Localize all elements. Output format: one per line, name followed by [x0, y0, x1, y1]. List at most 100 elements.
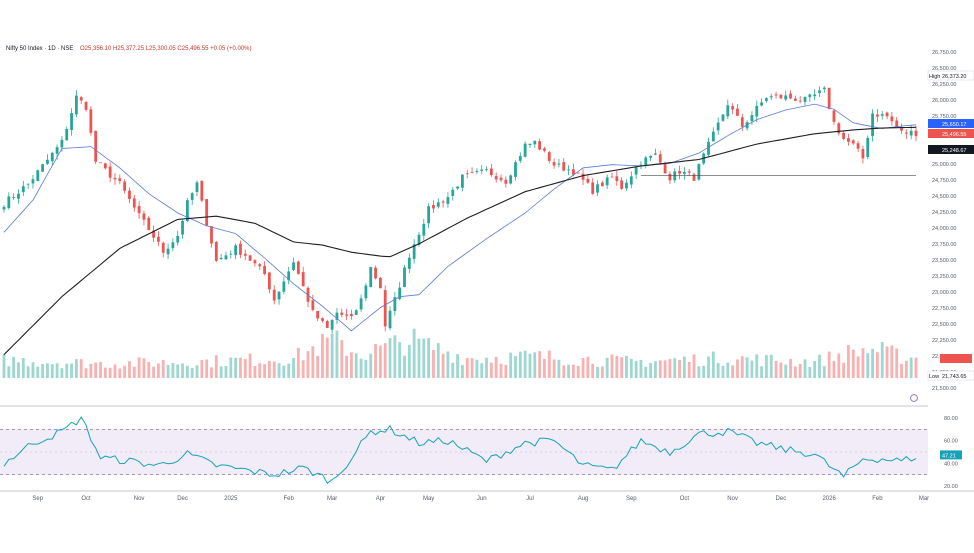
candle-body — [161, 242, 165, 253]
candle-body — [335, 312, 339, 320]
volume-bar — [89, 363, 93, 378]
volume-bar — [103, 367, 107, 378]
volume-bar — [74, 359, 78, 378]
candle-body — [229, 253, 233, 255]
candle-body — [562, 162, 566, 171]
candle-body — [287, 271, 291, 281]
candle-body — [576, 172, 580, 174]
volume-bar — [2, 354, 6, 378]
candle-body — [818, 90, 821, 94]
candle-body — [176, 235, 180, 243]
candle-body — [822, 87, 826, 90]
volume-bar — [369, 353, 373, 378]
volume-bar — [185, 365, 189, 378]
volume-bar — [441, 353, 445, 378]
volume-bar — [330, 333, 334, 378]
volume-bar — [697, 366, 701, 378]
candle-body — [359, 298, 363, 310]
volume-bar — [456, 354, 459, 378]
candle-body — [813, 94, 817, 97]
volume-bar — [765, 355, 768, 378]
candle-body — [856, 143, 860, 149]
candle-body — [272, 289, 276, 301]
price-tick-label: 25,750.00 — [932, 114, 956, 120]
candle-body — [263, 265, 266, 275]
candle-body — [166, 248, 170, 255]
volume-bar — [229, 357, 233, 378]
volume-bar — [248, 353, 252, 378]
time-tick-label: Nov — [727, 496, 738, 502]
candle-body — [422, 223, 426, 236]
volume-bar — [818, 354, 821, 378]
volume-bar — [586, 356, 590, 378]
volume-bar — [813, 360, 817, 378]
candle-body — [321, 318, 324, 321]
volume-bar — [875, 352, 879, 378]
candle-body — [398, 287, 402, 300]
time-axis: Sep Oct Nov Dec 2025 Feb Mar Apr May Jun Jul Aug Sep… — [32, 496, 929, 502]
volume-bar — [644, 366, 648, 378]
time-tick-label: 2026 — [822, 496, 836, 502]
candle-body — [243, 253, 247, 256]
time-tick-label: Oct — [680, 496, 690, 502]
volume-bar — [325, 337, 329, 378]
volume-bar — [576, 365, 580, 378]
volume-bar — [70, 363, 73, 378]
candle-body — [851, 140, 855, 144]
rsi-band — [0, 429, 928, 475]
candle-body — [451, 189, 455, 196]
volume-bar — [340, 340, 344, 378]
volume-bar — [306, 351, 310, 378]
volume-bar — [321, 333, 324, 378]
candle-body — [2, 206, 6, 210]
volume-bar — [615, 355, 619, 378]
candle-body — [716, 122, 720, 131]
volume-bar — [94, 362, 98, 378]
volume-bar — [880, 342, 884, 378]
volume-bar — [890, 345, 894, 378]
candle-body — [296, 261, 300, 274]
candle-body — [181, 220, 184, 235]
price-tags: High 26,373.20 25,650.17 25,496.55 25,248.67… — [910, 70, 974, 460]
candle-body — [470, 172, 474, 173]
price-tick-label: 26,250.00 — [932, 82, 956, 88]
candle-body — [108, 166, 112, 178]
candle-body — [292, 262, 295, 270]
candle-body — [842, 132, 846, 139]
candle-body — [84, 101, 88, 110]
candle-body — [427, 206, 431, 224]
candle-body — [861, 148, 865, 159]
candle-body — [99, 162, 102, 164]
volume-bar — [581, 357, 585, 378]
candle-body — [234, 245, 238, 256]
volume-bar — [465, 357, 469, 378]
price-tag-box — [927, 70, 974, 81]
candle-body — [354, 310, 358, 315]
volume-bar — [861, 348, 865, 378]
volume-bar — [793, 366, 797, 378]
volume-bar — [282, 365, 286, 378]
volume-bar — [567, 364, 570, 378]
volume-bar — [142, 358, 146, 378]
volume-bar — [533, 352, 537, 378]
volume-bar — [745, 357, 749, 378]
candle-body — [185, 200, 189, 222]
price-tick-label: 21,500.00 — [932, 386, 956, 392]
volume-bar — [494, 356, 498, 378]
candle-body — [726, 105, 730, 117]
time-tick-label: Oct — [81, 496, 91, 502]
candle-body — [571, 169, 575, 175]
volume-bar — [914, 357, 918, 378]
candle-body — [330, 319, 334, 330]
volume-bar — [538, 351, 542, 378]
candle-body — [489, 168, 493, 176]
volume-bar — [359, 358, 363, 378]
volume-bar — [253, 365, 257, 378]
volume-bar — [871, 348, 874, 378]
volume-bar — [489, 362, 493, 378]
volume-bar — [851, 349, 855, 378]
price-tag-value: 25,248.67 — [942, 148, 966, 154]
volume-bar — [687, 361, 691, 378]
volume-bar — [909, 357, 913, 378]
candle-body — [224, 255, 228, 260]
